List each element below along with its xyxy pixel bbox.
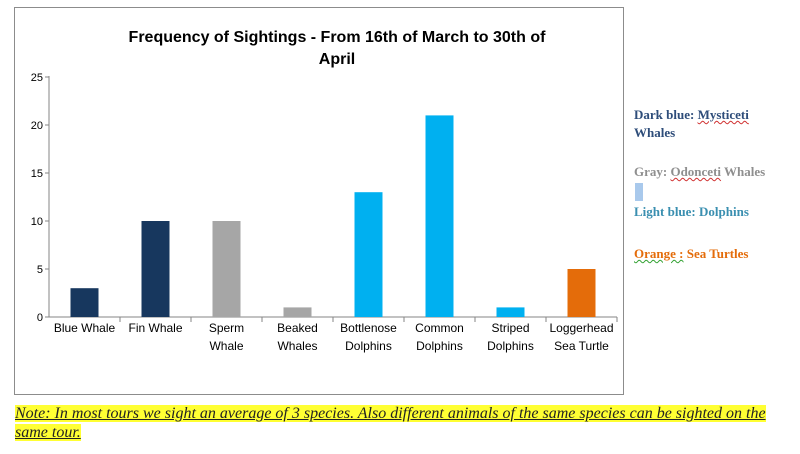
x-tick-label: Blue Whale (54, 321, 116, 335)
legend-dark-prefix: Dark blue: (634, 107, 698, 122)
x-tick-label: Bottlenose (340, 321, 397, 335)
x-tick-label: Striped (491, 321, 529, 335)
bar (425, 115, 454, 318)
y-tick-label: 15 (31, 168, 43, 180)
legend-light-blue: Light blue: Dolphins (634, 204, 749, 219)
x-tick-label: Sperm (209, 321, 244, 335)
legend-orange-rest: Sea Turtles (683, 246, 749, 261)
legend-orange: Orange : Sea Turtles (634, 245, 748, 263)
legend-gray-prefix: Gray: (634, 164, 671, 179)
y-tick-label: 0 (37, 312, 43, 324)
chart-title-line: Frequency of Sightings - From 16th of Ma… (129, 29, 547, 46)
x-tick-label: Whale (209, 339, 243, 353)
x-tick-label: Dolphins (345, 339, 392, 353)
note-text: Note: In most tours we sight an average … (15, 405, 766, 441)
x-tick-label: Whales (277, 339, 317, 353)
bar (283, 307, 312, 317)
y-tick-label: 5 (37, 264, 43, 276)
x-tick-label: Dolphins (487, 339, 534, 353)
legend-gray: Gray: Odonceti Whales (634, 163, 800, 181)
legend-gray-rest: Whales (721, 164, 766, 179)
x-tick-label: Loggerhead (549, 321, 613, 335)
x-tick-label: Common (415, 321, 464, 335)
note: Note: In most tours we sight an average … (15, 404, 785, 442)
legend-swatch (635, 183, 643, 201)
bar (212, 221, 241, 317)
legend-dark-term: Mysticeti (697, 107, 749, 122)
legend-gray-term: Odonceti (670, 164, 722, 179)
bar (567, 269, 596, 317)
x-tick-label: Sea Turtle (554, 339, 609, 353)
bar (496, 307, 525, 317)
bar (354, 192, 383, 317)
x-tick-label: Fin Whale (128, 321, 182, 335)
chart-frame: Frequency of Sightings - From 16th of Ma… (14, 7, 624, 395)
y-tick-label: 25 (31, 72, 43, 84)
bar (70, 288, 99, 317)
legend-dark-rest: Whales (634, 125, 676, 140)
chart-title-line: April (319, 51, 355, 68)
x-tick-label: Dolphins (416, 339, 463, 353)
y-tick-label: 10 (31, 216, 43, 228)
x-tick-label: Beaked (277, 321, 318, 335)
legend-dark-blue: Dark blue: Mysticeti Whales (634, 106, 794, 142)
bar (141, 221, 170, 317)
y-tick-label: 20 (31, 120, 43, 132)
bar-chart: Frequency of Sightings - From 16th of Ma… (31, 29, 618, 353)
legend-orange-term: Orange : (634, 246, 684, 261)
